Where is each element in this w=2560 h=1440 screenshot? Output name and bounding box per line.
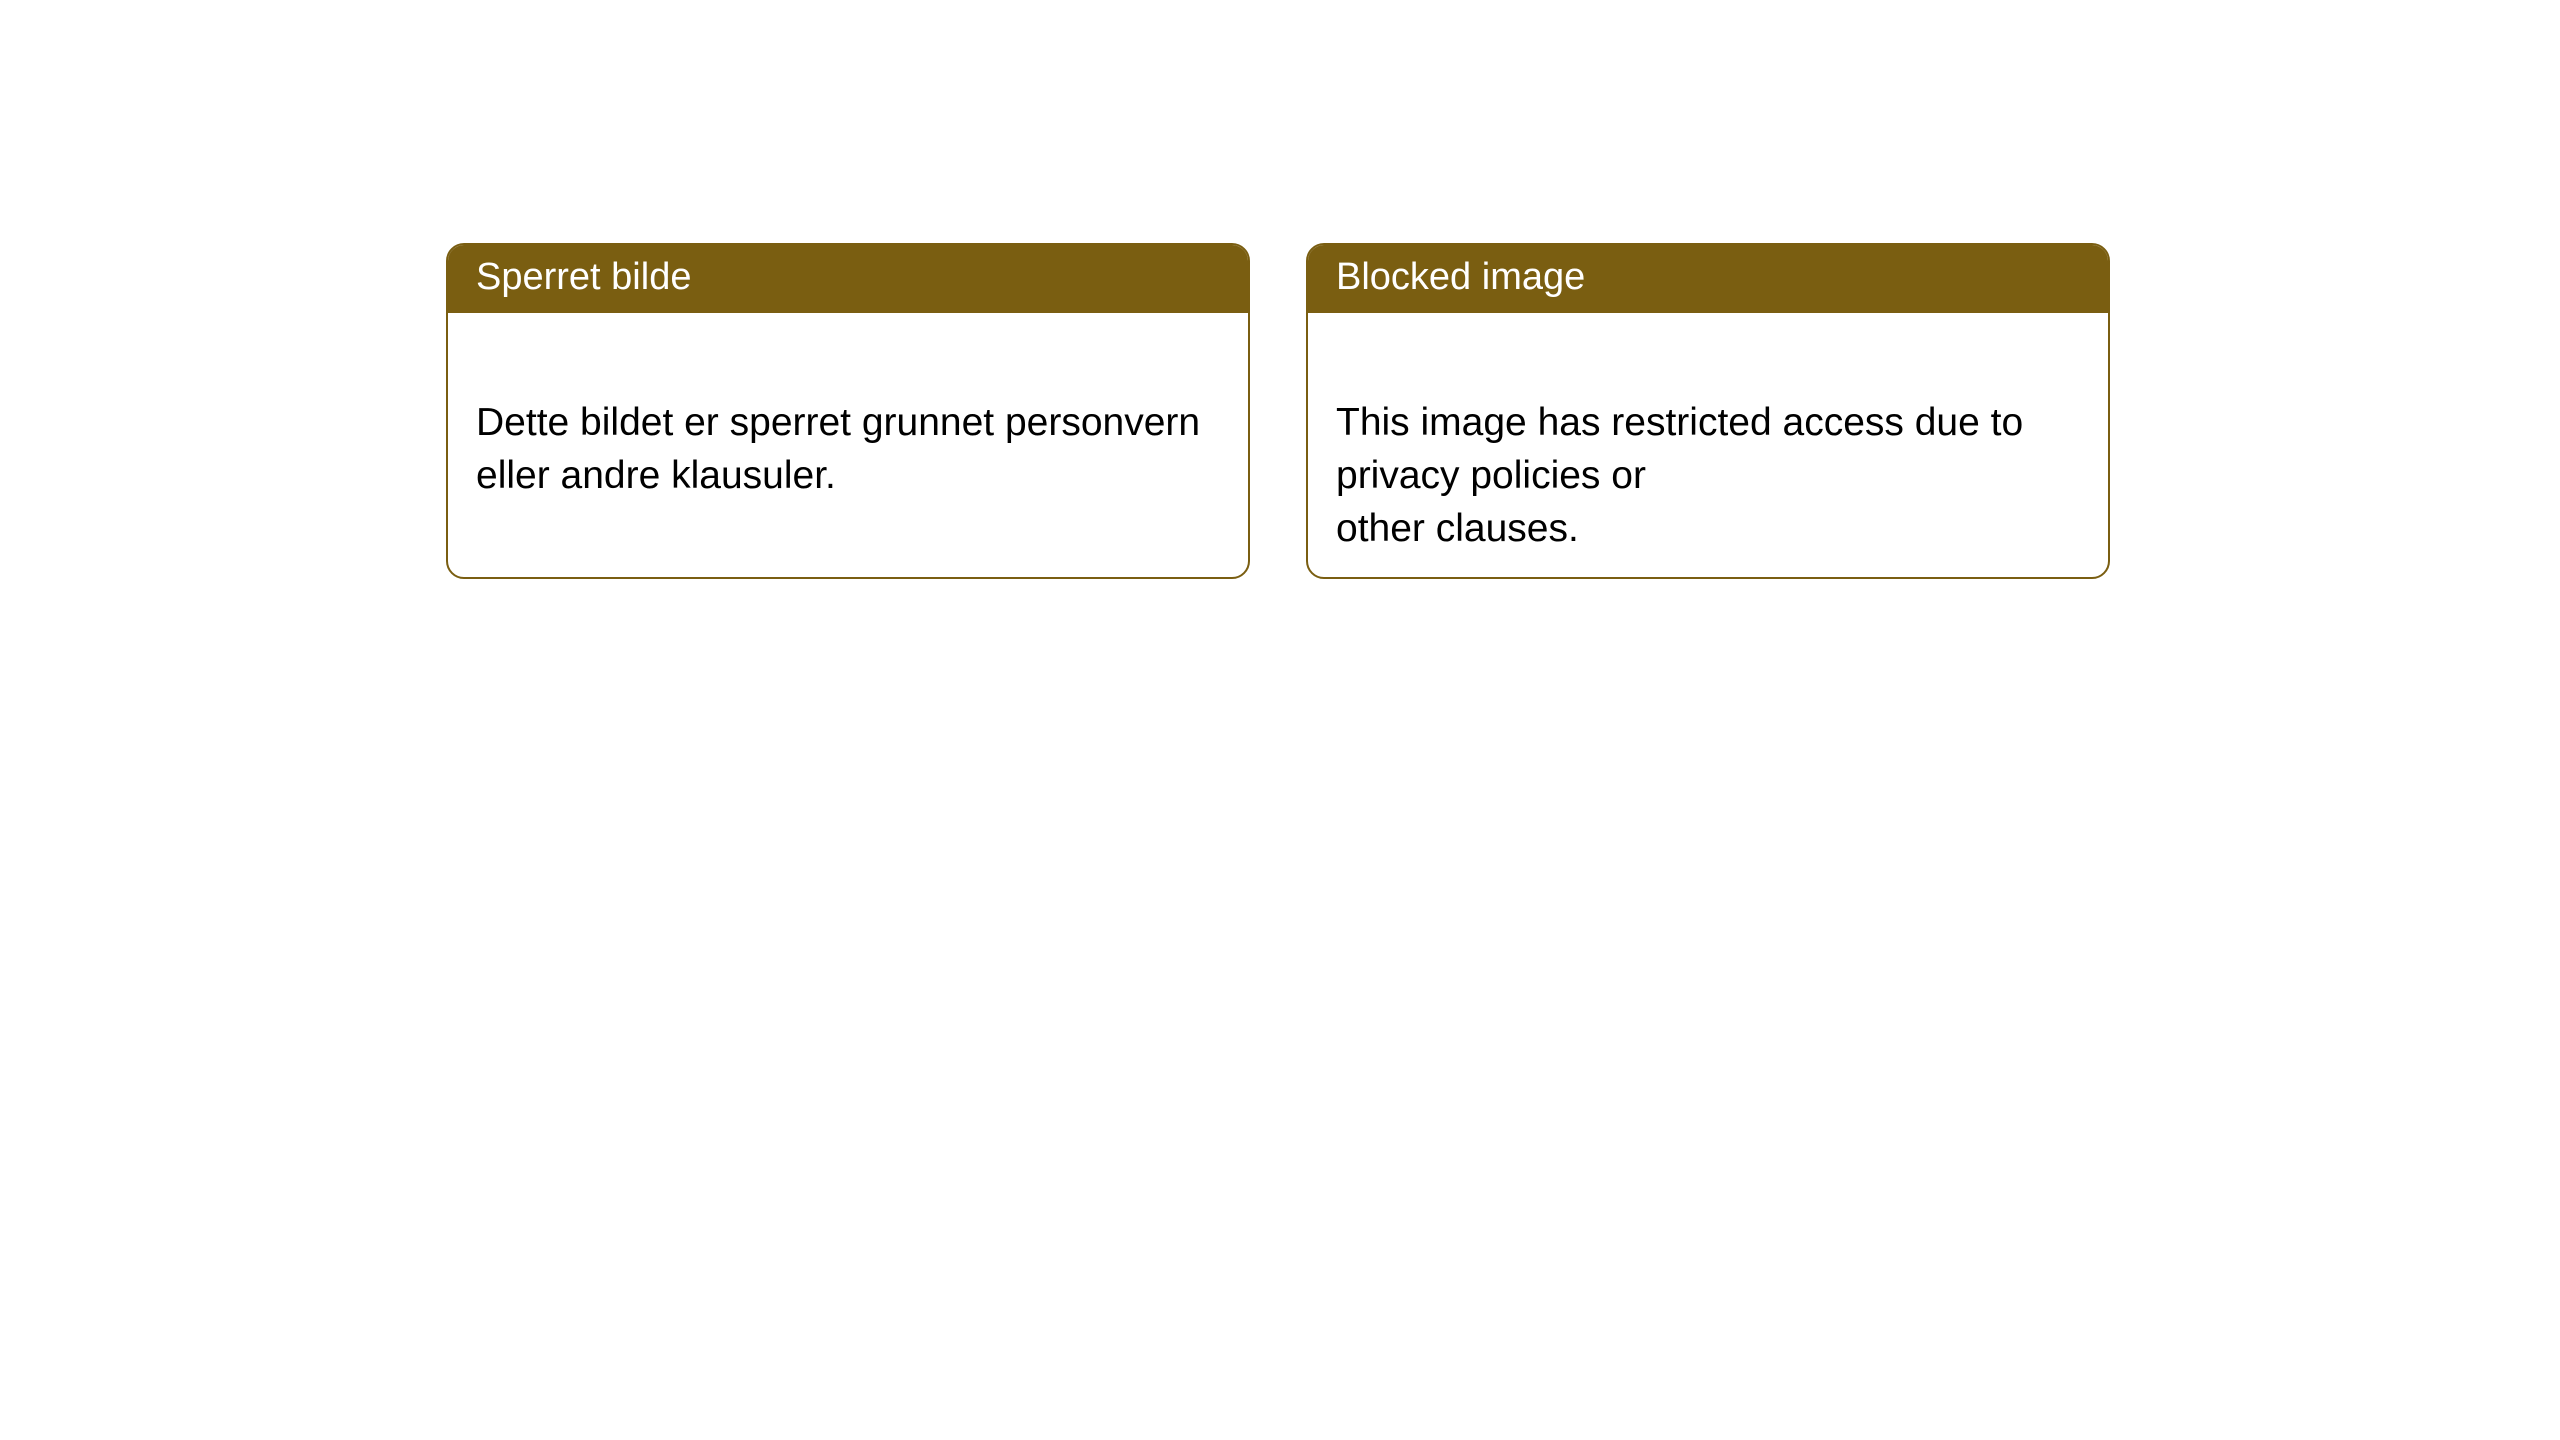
card-body-text: Dette bildet er sperret grunnet personve… <box>476 401 1200 497</box>
notice-card-english: Blocked image This image has restricted … <box>1306 243 2110 579</box>
card-body-text: This image has restricted access due to … <box>1336 401 2023 549</box>
notice-container: Sperret bilde Dette bildet er sperret gr… <box>0 0 2560 579</box>
card-header: Sperret bilde <box>448 245 1248 313</box>
card-body: This image has restricted access due to … <box>1308 313 2108 579</box>
card-title: Sperret bilde <box>476 256 691 298</box>
card-title: Blocked image <box>1336 256 1585 298</box>
notice-card-norwegian: Sperret bilde Dette bildet er sperret gr… <box>446 243 1250 579</box>
card-body: Dette bildet er sperret grunnet personve… <box>448 313 1248 535</box>
card-header: Blocked image <box>1308 245 2108 313</box>
